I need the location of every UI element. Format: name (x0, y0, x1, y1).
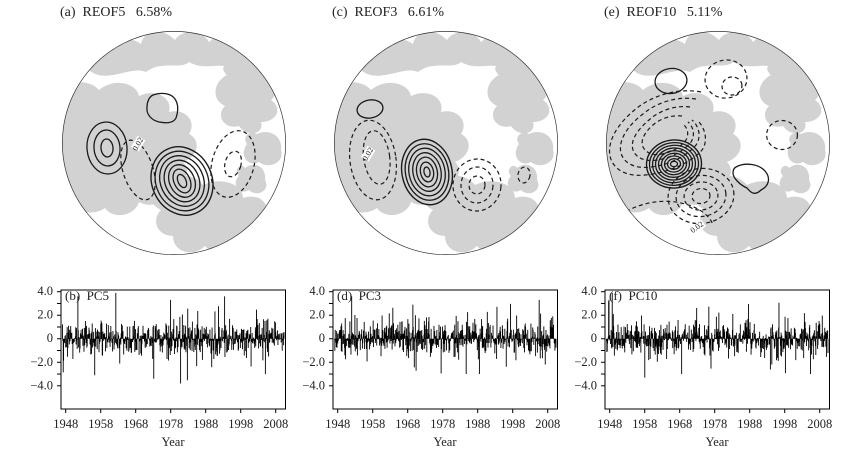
svg-text:1968: 1968 (667, 417, 692, 431)
svg-text:1958: 1958 (632, 417, 657, 431)
svg-text:4.0: 4.0 (37, 284, 53, 298)
svg-text:1988: 1988 (737, 417, 762, 431)
svg-text:Year: Year (433, 435, 457, 449)
svg-text:1978: 1978 (158, 417, 183, 431)
svg-text:1968: 1968 (395, 417, 420, 431)
svg-text:−4.0: −4.0 (302, 379, 325, 393)
svg-text:Year: Year (705, 435, 729, 449)
svg-text:1988: 1988 (193, 417, 218, 431)
svg-text:1948: 1948 (325, 417, 350, 431)
svg-text:1988: 1988 (465, 417, 490, 431)
svg-text:(b) PC5: (b) PC5 (65, 288, 109, 303)
svg-text:1978: 1978 (430, 417, 455, 431)
svg-text:4.0: 4.0 (309, 284, 325, 298)
svg-text:2.0: 2.0 (581, 308, 597, 322)
svg-text:1998: 1998 (500, 417, 525, 431)
svg-text:−4.0: −4.0 (574, 379, 597, 393)
svg-text:0: 0 (319, 331, 325, 345)
svg-text:0: 0 (47, 331, 53, 345)
svg-text:1968: 1968 (123, 417, 148, 431)
svg-text:1958: 1958 (360, 417, 385, 431)
svg-text:0: 0 (591, 331, 597, 345)
svg-text:2.0: 2.0 (37, 308, 53, 322)
svg-text:1948: 1948 (53, 417, 78, 431)
svg-text:2008: 2008 (263, 417, 288, 431)
svg-text:1978: 1978 (702, 417, 727, 431)
svg-text:1998: 1998 (772, 417, 797, 431)
svg-text:−2.0: −2.0 (574, 355, 597, 369)
svg-text:1958: 1958 (88, 417, 113, 431)
svg-text:2.0: 2.0 (309, 308, 325, 322)
svg-text:1948: 1948 (597, 417, 622, 431)
svg-text:(f) PC10: (f) PC10 (609, 288, 657, 303)
svg-text:2008: 2008 (807, 417, 832, 431)
svg-text:1998: 1998 (228, 417, 253, 431)
svg-text:−2.0: −2.0 (302, 355, 325, 369)
svg-text:2008: 2008 (535, 417, 560, 431)
svg-text:Year: Year (161, 435, 185, 449)
svg-text:−2.0: −2.0 (30, 355, 53, 369)
svg-text:−4.0: −4.0 (30, 379, 53, 393)
svg-text:(d) PC3: (d) PC3 (337, 288, 381, 303)
svg-text:4.0: 4.0 (581, 284, 597, 298)
